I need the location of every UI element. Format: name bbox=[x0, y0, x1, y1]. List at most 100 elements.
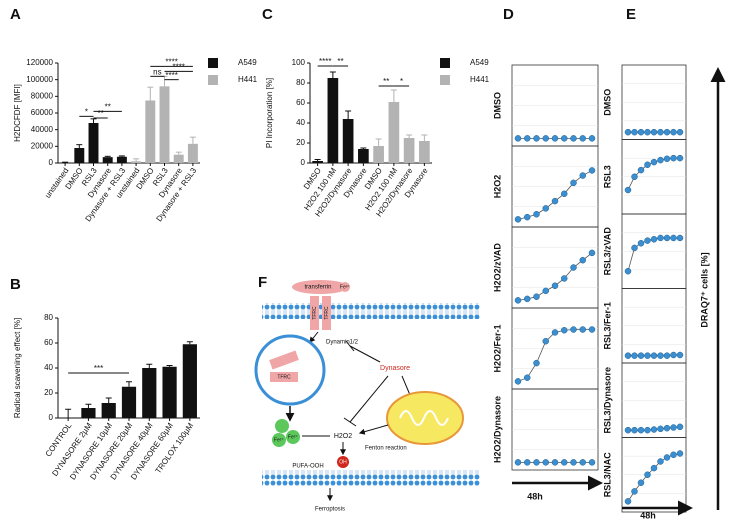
bar bbox=[88, 123, 99, 163]
point bbox=[657, 156, 664, 164]
inhibit bbox=[349, 375, 389, 423]
point bbox=[524, 459, 531, 466]
significance-label: ** bbox=[383, 77, 389, 86]
point bbox=[663, 454, 671, 461]
point bbox=[624, 186, 632, 194]
y-tick-label: 120000 bbox=[26, 58, 53, 67]
point bbox=[650, 426, 658, 433]
vesicle bbox=[254, 334, 326, 406]
bar bbox=[74, 148, 85, 163]
point bbox=[579, 135, 586, 142]
point bbox=[624, 426, 632, 434]
point bbox=[631, 173, 638, 180]
point bbox=[663, 155, 671, 163]
y-axis-label: DRAQ7⁺ cells [%] bbox=[699, 252, 709, 327]
bar bbox=[121, 386, 137, 418]
point bbox=[676, 234, 684, 242]
y-tick-label: 100000 bbox=[26, 75, 53, 84]
point bbox=[663, 234, 671, 242]
panel-name: RSL3/NAC bbox=[602, 452, 612, 498]
bar bbox=[342, 119, 354, 163]
panel-label: F bbox=[258, 274, 267, 291]
point bbox=[670, 154, 677, 162]
point bbox=[514, 216, 522, 223]
point bbox=[542, 205, 549, 212]
point bbox=[561, 459, 568, 466]
bar bbox=[116, 156, 127, 163]
bar bbox=[388, 102, 400, 163]
label: TFRC bbox=[277, 374, 291, 380]
y-axis-label: H2DCFDF [MFI] bbox=[13, 84, 22, 142]
panel-name: RSL3/zVAD bbox=[602, 227, 612, 276]
y-tick-label: 60 bbox=[296, 98, 305, 107]
bar bbox=[419, 141, 430, 163]
transferrin-shape bbox=[292, 280, 348, 294]
point bbox=[579, 256, 586, 264]
label: Fe³⁺ bbox=[340, 284, 351, 290]
point bbox=[657, 352, 664, 359]
y-tick-label: 100 bbox=[292, 58, 306, 67]
label: Fenton reaction bbox=[365, 446, 407, 452]
point bbox=[570, 135, 577, 142]
receptor bbox=[322, 296, 331, 330]
point bbox=[631, 128, 638, 136]
point bbox=[670, 451, 677, 459]
significance-label: *** bbox=[94, 364, 103, 373]
point bbox=[657, 425, 664, 433]
point bbox=[644, 128, 651, 136]
bar bbox=[131, 161, 142, 163]
point bbox=[542, 459, 549, 466]
point bbox=[542, 337, 549, 345]
panel-name: RSL3/Fer-1 bbox=[602, 302, 612, 350]
point bbox=[514, 135, 522, 142]
point bbox=[533, 459, 540, 466]
point bbox=[524, 213, 531, 221]
fe-shape bbox=[340, 282, 350, 292]
y-tick-label: 60 bbox=[44, 338, 53, 347]
significance-label: **** bbox=[319, 57, 331, 66]
point bbox=[676, 450, 684, 457]
point bbox=[650, 352, 658, 359]
line bbox=[627, 237, 680, 272]
diagram: F transferrin Fe³⁺ TFRC TFRC Dynamin1/2 … bbox=[254, 274, 480, 513]
bar bbox=[312, 161, 323, 163]
significance-label: ** bbox=[97, 109, 103, 118]
inhibit bbox=[401, 375, 411, 396]
point bbox=[533, 135, 540, 142]
significance-label: * bbox=[400, 77, 403, 86]
point bbox=[570, 326, 577, 333]
y-tick-label: 0 bbox=[49, 158, 54, 167]
y-tick-label: 20000 bbox=[31, 141, 54, 150]
point bbox=[676, 351, 684, 359]
y-tick-label: 20 bbox=[296, 138, 305, 147]
legend-swatch bbox=[208, 58, 218, 68]
y-axis-label: Radical scavening effect [%] bbox=[13, 318, 22, 418]
legend-label: A549 bbox=[470, 58, 489, 67]
y-tick-label: 0 bbox=[301, 158, 306, 167]
y-tick-label: 40 bbox=[44, 363, 53, 372]
label: Fe²⁺ bbox=[288, 434, 299, 440]
point bbox=[650, 464, 658, 472]
point bbox=[670, 424, 677, 431]
x-axis-label: 48h bbox=[527, 491, 543, 501]
panel-name: RSL3/Dynasore bbox=[602, 367, 612, 434]
point bbox=[663, 424, 671, 432]
panel-name: RSL3 bbox=[602, 165, 612, 188]
legend-swatch bbox=[208, 75, 218, 85]
point bbox=[579, 172, 586, 179]
arrow bbox=[358, 424, 389, 435]
label: transferrin bbox=[304, 285, 331, 291]
receptor bbox=[270, 372, 298, 382]
fe-shape bbox=[286, 430, 300, 444]
point bbox=[588, 135, 596, 142]
point bbox=[551, 459, 559, 466]
label: TFRC bbox=[324, 306, 330, 320]
label: Ferroptosis bbox=[315, 507, 345, 513]
panel-name: H2O2/Fer-1 bbox=[492, 324, 502, 372]
panel-name: DMSO bbox=[492, 92, 502, 119]
receptor bbox=[269, 350, 299, 370]
y-tick-label: 20 bbox=[44, 388, 53, 397]
point bbox=[514, 297, 522, 304]
point bbox=[561, 135, 568, 142]
